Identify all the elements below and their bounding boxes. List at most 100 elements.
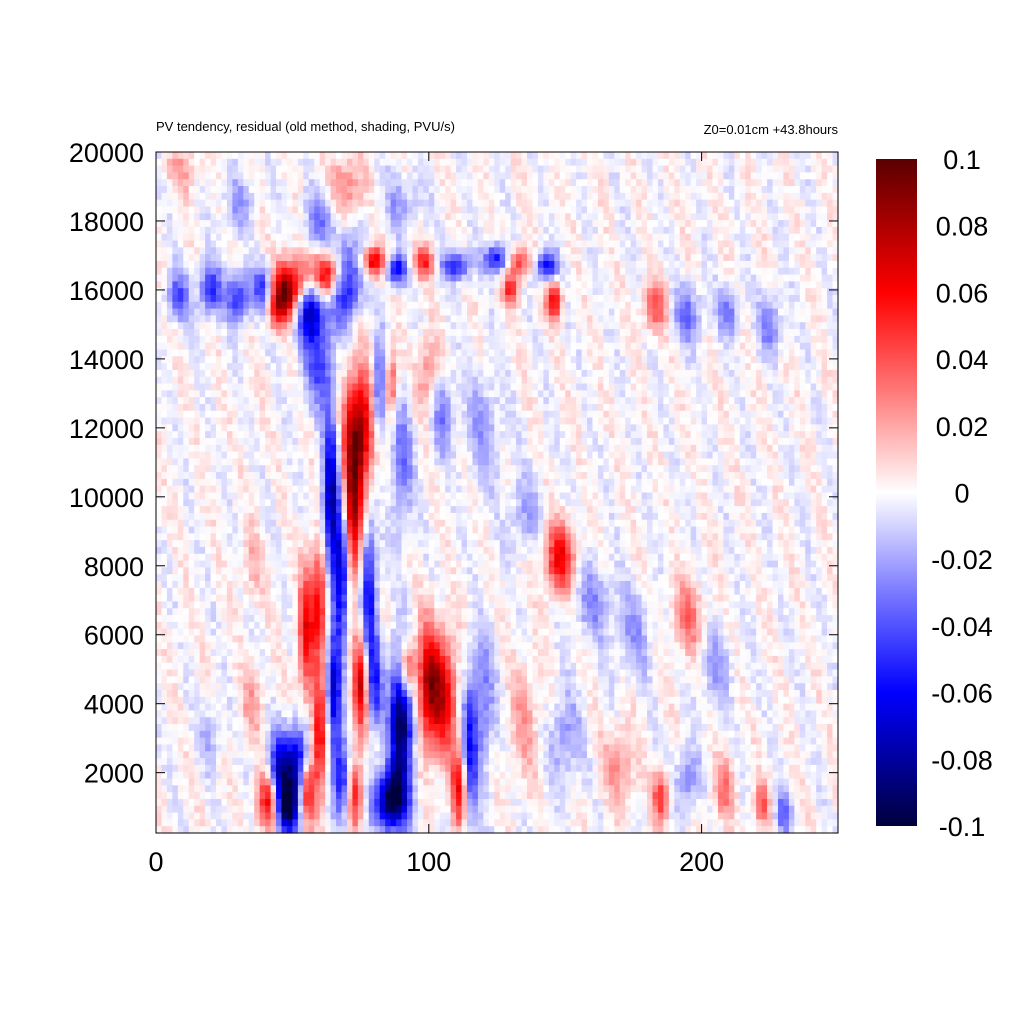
- heatmap-cell: [346, 342, 354, 351]
- heatmap-cell: [188, 342, 195, 351]
- heatmap-cell: [194, 233, 201, 242]
- heatmap-cell: [685, 363, 692, 371]
- heatmap-cell: [532, 152, 539, 160]
- heatmap-cell: [701, 383, 708, 391]
- heatmap-cell: [554, 281, 561, 289]
- heatmap-cell: [232, 315, 239, 323]
- heatmap-cell: [166, 329, 173, 337]
- heatmap-cell: [630, 226, 637, 235]
- heatmap-cell: [587, 267, 594, 276]
- heatmap-cell: [625, 329, 632, 337]
- heatmap-cell: [259, 390, 266, 398]
- heatmap-cell: [565, 226, 572, 235]
- heatmap-cell: [614, 172, 621, 180]
- heatmap-cell: [292, 410, 299, 419]
- heatmap-cell: [188, 308, 195, 317]
- heatmap-cell: [712, 295, 719, 303]
- heatmap-cell: [521, 363, 528, 371]
- heatmap-cell: [237, 172, 244, 180]
- heatmap-cell: [592, 267, 599, 276]
- heatmap-cell: [346, 165, 354, 174]
- heatmap-cell: [821, 335, 828, 344]
- heatmap-cell: [630, 179, 637, 187]
- heatmap-cell: [406, 397, 414, 405]
- heatmap-cell: [614, 288, 621, 296]
- heatmap-cell: [417, 199, 424, 208]
- heatmap-cell: [401, 301, 408, 310]
- heatmap-cell: [548, 295, 555, 303]
- heatmap-cell: [827, 369, 834, 378]
- heatmap-cell: [761, 274, 768, 282]
- heatmap-cell: [488, 240, 495, 248]
- heatmap-cell: [570, 206, 577, 214]
- heatmap-cell: [210, 390, 217, 398]
- heatmap-cell: [832, 356, 839, 364]
- heatmap-cell: [663, 369, 670, 378]
- heatmap-cell: [565, 295, 572, 303]
- heatmap-cell: [270, 390, 277, 398]
- heatmap-cell: [788, 301, 795, 310]
- heatmap-cell: [641, 267, 648, 276]
- heatmap-cell: [690, 342, 697, 351]
- heatmap-cell: [647, 410, 654, 419]
- heatmap-cell: [336, 363, 343, 371]
- heatmap-cell: [374, 226, 381, 235]
- heatmap-cell: [286, 172, 293, 180]
- heatmap-cell: [412, 152, 419, 160]
- heatmap-cell: [663, 240, 670, 248]
- heatmap-cell: [216, 301, 223, 310]
- heatmap-cell: [428, 213, 435, 221]
- heatmap-cell: [663, 192, 670, 201]
- heatmap-cell: [216, 199, 223, 208]
- heatmap-cell: [488, 274, 495, 282]
- heatmap-cell: [772, 260, 779, 269]
- heatmap-cell: [717, 247, 725, 255]
- heatmap-cell: [379, 342, 386, 351]
- heatmap-cell: [559, 199, 566, 208]
- heatmap-cell: [205, 376, 212, 385]
- heatmap-cell: [276, 342, 283, 351]
- heatmap-cell: [199, 199, 206, 208]
- heatmap-cell: [608, 220, 615, 228]
- heatmap-cell: [406, 281, 414, 289]
- heatmap-cell: [396, 220, 403, 228]
- heatmap-cell: [597, 213, 604, 221]
- heatmap-cell: [554, 206, 561, 214]
- heatmap-cell: [265, 322, 272, 330]
- heatmap-cell: [461, 417, 468, 425]
- heatmap-cell: [254, 179, 261, 187]
- heatmap-cell: [477, 301, 484, 310]
- heatmap-cell: [319, 356, 326, 364]
- heatmap-cell: [570, 213, 577, 221]
- heatmap-cell: [756, 199, 763, 208]
- heatmap-cell: [657, 376, 665, 385]
- heatmap-cell: [417, 186, 424, 194]
- heatmap-cell: [483, 199, 490, 208]
- heatmap-cell: [434, 172, 441, 180]
- heatmap-cell: [717, 295, 725, 303]
- heatmap-cell: [292, 376, 299, 385]
- heatmap-cell: [647, 213, 654, 221]
- heatmap-cell: [597, 226, 604, 235]
- heatmap-cell: [319, 199, 326, 208]
- heatmap-cell: [423, 369, 430, 378]
- heatmap-cell: [597, 342, 604, 351]
- heatmap-cell: [232, 152, 239, 160]
- heatmap-cell: [510, 322, 517, 330]
- heatmap-cell: [777, 390, 785, 398]
- heatmap-cell: [603, 301, 610, 310]
- heatmap-cell: [570, 226, 577, 235]
- heatmap-cell: [537, 403, 544, 412]
- heatmap-cell: [456, 322, 463, 330]
- heatmap-cell: [292, 199, 299, 208]
- heatmap-cell: [434, 342, 441, 351]
- heatmap-cell: [674, 403, 681, 412]
- heatmap-cell: [734, 383, 741, 391]
- heatmap-cell: [690, 329, 697, 337]
- heatmap-cell: [297, 383, 304, 391]
- heatmap-cell: [668, 226, 675, 235]
- heatmap-cell: [696, 206, 703, 214]
- heatmap-cell: [690, 356, 697, 364]
- heatmap-cell: [570, 274, 577, 282]
- heatmap-cell: [357, 220, 364, 228]
